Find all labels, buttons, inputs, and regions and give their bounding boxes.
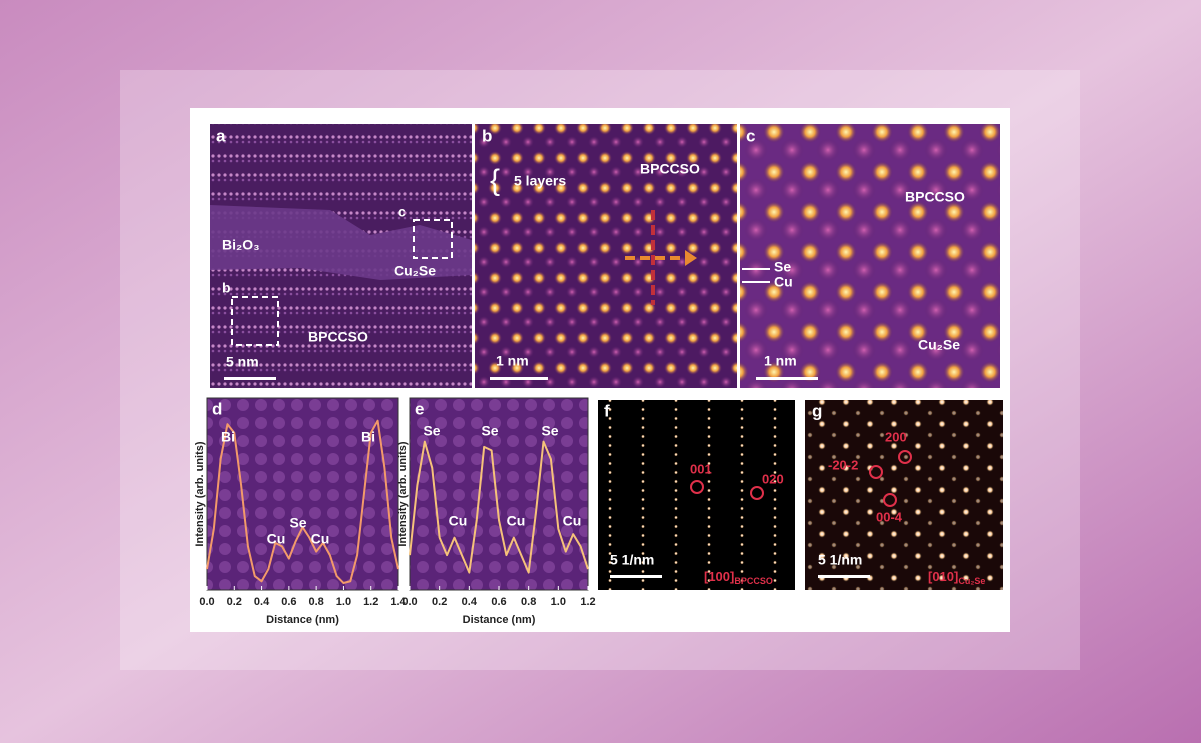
panel-label: e [415, 399, 424, 418]
x-tick-label: 0.2 [432, 596, 447, 608]
chart: e 0.0 0.2 0.4 0.6 0.8 1.0 1.2 Distance (nm) Inten… [397, 397, 596, 626]
y-axis-label: Intensity (arb. units) [397, 441, 409, 546]
annotation: Cu [507, 513, 526, 529]
spot-label: 020 [762, 471, 784, 486]
x-tick-label: 1.0 [551, 596, 566, 608]
x-tick-label: 0.4 [462, 596, 478, 608]
x-tick-label: 0.0 [402, 596, 417, 608]
annotation: Cu [311, 531, 330, 547]
panel-label: f [604, 401, 610, 420]
x-tick-label: 0.6 [281, 596, 296, 608]
spot-marker [883, 493, 897, 507]
spot-label: 001 [690, 461, 712, 476]
panel-f: f 001 020 5 1/nm [100]BPCCSO [598, 400, 795, 590]
plot-area [206, 397, 399, 591]
zone-label: [010]Cu₂Se [928, 569, 985, 586]
plot-area [409, 397, 589, 591]
x-axis-label: Distance (nm) [463, 614, 536, 626]
phase-label: Cu₂Se [918, 337, 960, 353]
y-axis-label: Intensity (arb. units) [194, 441, 206, 546]
zone-label: [100]BPCCSO [704, 569, 773, 586]
annotation: Se [423, 423, 440, 439]
spot-marker [869, 465, 883, 479]
annotation: Bi [361, 429, 375, 445]
scale-bar [490, 377, 548, 380]
brace: { [490, 164, 500, 197]
spot-label: -20-2 [828, 457, 858, 472]
spot-marker [750, 486, 764, 500]
x-tick-label: 0.0 [199, 596, 214, 608]
scale-bar [818, 575, 870, 578]
scale-label: 1 nm [764, 353, 797, 369]
annotation: Bi [221, 429, 235, 445]
spot-marker [898, 450, 912, 464]
roi-label: b [222, 280, 231, 296]
phase-label: Bi₂O₃ [222, 237, 260, 253]
image [805, 400, 1003, 590]
spot-label: 00-4 [876, 509, 903, 524]
atom-label: Se [774, 259, 791, 275]
phase-label: BPCCSO [308, 329, 368, 345]
panel-b: b { 5 layers BPCCSO 1 nm [475, 124, 737, 388]
x-tick-label: 0.8 [308, 596, 323, 608]
x-tick-label: 0.6 [491, 596, 506, 608]
x-tick-label: 0.2 [227, 596, 242, 608]
phase-label: BPCCSO [640, 161, 700, 177]
panel-c: c BPCCSO Se Cu Cu₂Se 1 nm [740, 124, 1000, 388]
panel-label: b [482, 126, 492, 145]
zone-sub: Cu₂Se [958, 576, 985, 586]
x-tick-label: 0.8 [521, 596, 536, 608]
panel-label: g [812, 401, 822, 420]
x-tick-label: 1.2 [363, 596, 378, 608]
x-tick-label: 1.4 [390, 596, 406, 608]
annotation: Cu [563, 513, 582, 529]
profile-line [409, 440, 589, 574]
x-tick-label: 0.4 [254, 596, 270, 608]
annotation: Se [481, 423, 498, 439]
profile-line [206, 419, 399, 585]
zone: [100] [704, 569, 734, 584]
scale-label: 1 nm [496, 353, 529, 369]
phase-label: Cu₂Se [394, 263, 436, 279]
annotation: Cu [449, 513, 468, 529]
scale-label: 5 1/nm [610, 552, 654, 568]
panel-g: g 200 -20-2 00-4 5 1/nm [010]Cu₂Se [805, 400, 1003, 590]
scale-bar [224, 377, 276, 380]
annotation: Se [289, 515, 306, 531]
x-tick-label: 1.2 [580, 596, 595, 608]
panel-label: d [212, 399, 222, 418]
annotation: Se [541, 423, 558, 439]
layers-label: 5 layers [514, 173, 566, 189]
arrow-head [685, 250, 697, 266]
image [740, 124, 1000, 388]
interface-region [210, 205, 472, 280]
zone-sub: BPCCSO [734, 576, 773, 586]
atom-label: Cu [774, 274, 793, 290]
roi-box [231, 296, 279, 346]
scale-label: 5 nm [226, 354, 259, 370]
spot-marker [690, 480, 704, 494]
roi-label: c [398, 204, 406, 220]
zone: [010] [928, 569, 958, 584]
annotation: Cu [267, 531, 286, 547]
roi-box [413, 219, 453, 259]
panel-label: a [216, 126, 226, 145]
scale-label: 5 1/nm [818, 552, 862, 568]
scale-bar [610, 575, 662, 578]
phase-label: BPCCSO [905, 189, 965, 205]
chart: d 0.0 0.2 0.4 0.6 0.8 1.0 1.2 1.4 Distance (nm) In… [194, 397, 407, 626]
panel-label: c [746, 126, 755, 145]
x-tick-label: 1.0 [336, 596, 351, 608]
spot-label: 200 [885, 429, 907, 444]
scale-bar [756, 377, 818, 380]
x-axis-label: Distance (nm) [266, 614, 339, 626]
panel-a: a Bi₂O₃ c Cu₂Se b BPCCSO 5 nm [210, 124, 472, 388]
